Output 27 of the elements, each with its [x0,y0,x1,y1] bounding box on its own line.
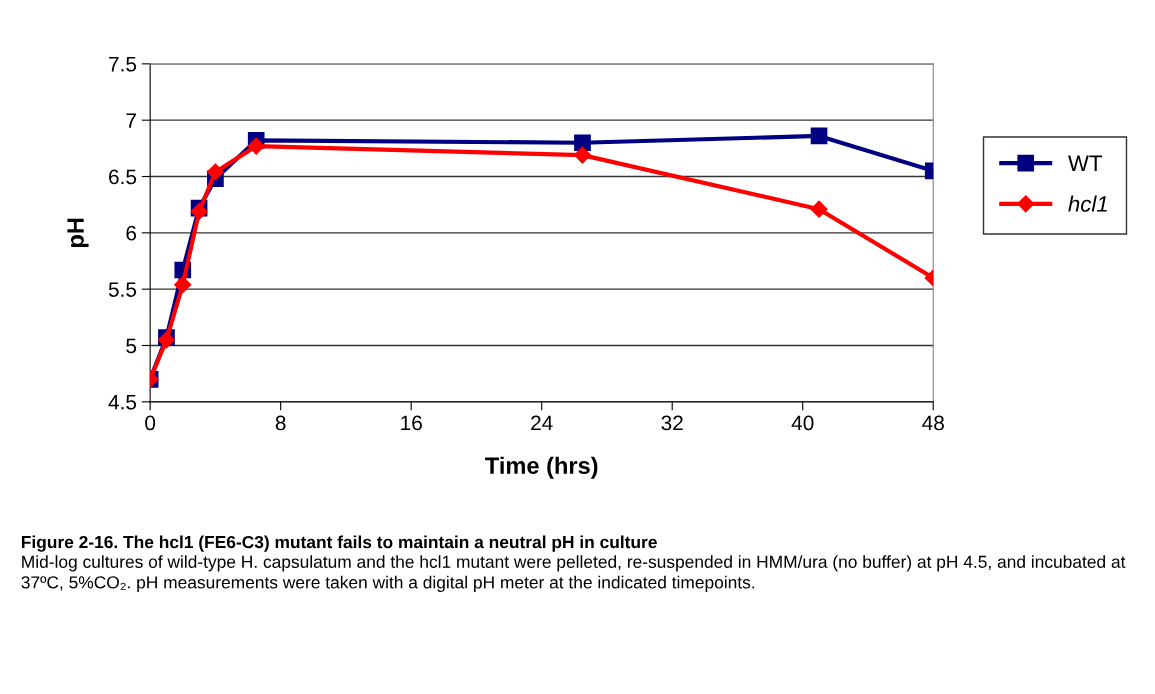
caption: Figure 2-16. The hcl1 (FE6-C3) mutant fails to maintain a neutral pH in culture [21,535,657,552]
legend-label: WT [1068,155,1102,171]
point [810,127,828,145]
x-tick-label: 32 [661,415,683,431]
point [247,137,265,155]
legend-label: hcl1 [1068,195,1107,212]
y-tick-label: 6 [126,225,137,241]
text: Mid-log cultures of wild-type H. capsulatum and the hcl1 mutant were pelleted, re-suspended in HMM/ura (no buffer) at pH 4.5, and incubated at 37ºC, 5%CO₂. pH measurements were taken with a digital pH meter at the indicated timepoints. [21,555,1126,592]
x-tick-label: 48 [922,415,944,431]
point [810,200,828,218]
y-tick-label: 5.5 [108,282,137,297]
point [174,276,192,294]
x-tick-label: 16 [401,415,422,431]
x-axis-title: Time (hrs) [485,456,598,479]
y-tick-label: 6.5 [109,169,137,185]
y-tick-label: 4.5 [108,395,137,410]
x-tick-label: 8 [275,415,286,431]
x-tick-label: 24 [531,415,553,431]
point [574,134,591,152]
y-tick-label: 5 [126,338,137,354]
point [206,163,224,181]
x-tick-label: 0 [145,415,156,431]
x-tick-label: 40 [791,415,814,431]
y-tick-label: 7 [126,113,136,128]
point [573,146,592,164]
y-tick-label: 7.5 [109,57,137,72]
y-axis-title: pH [67,218,89,248]
